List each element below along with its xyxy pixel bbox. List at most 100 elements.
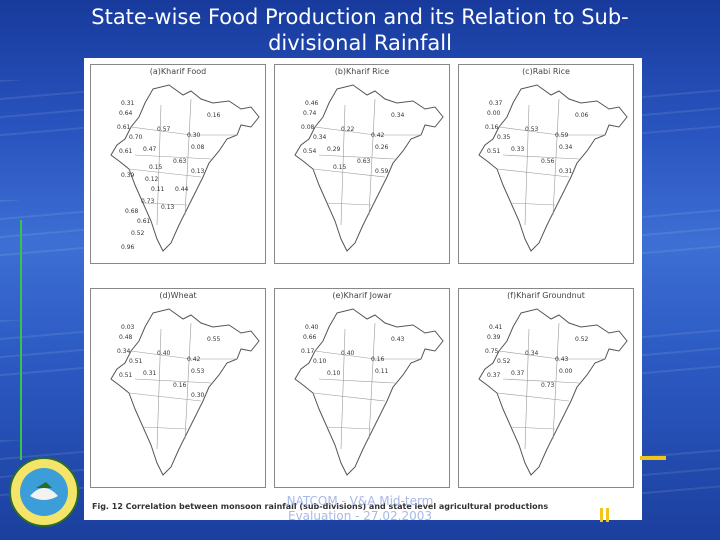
correlation-value: 0.00 bbox=[559, 368, 573, 375]
correlation-value: 0.56 bbox=[541, 158, 555, 165]
correlation-value: 0.43 bbox=[555, 356, 569, 363]
footer: NATCOM - V&A Mid-term Evaluation - 27.02… bbox=[240, 494, 480, 524]
correlation-value: 0.11 bbox=[375, 368, 389, 375]
figure-caption: Fig. 12 Correlation between monsoon rain… bbox=[92, 502, 549, 511]
correlation-value: 0.73 bbox=[541, 382, 555, 389]
panel-title: (c)Rabi Rice bbox=[522, 67, 570, 76]
correlation-value: 0.16 bbox=[485, 124, 499, 131]
correlation-value: 0.52 bbox=[575, 336, 589, 343]
map-panel: 0.37 0.00 0.06 0.16 0.53 0.35 0.59 0.33 0.34 0.51… bbox=[458, 64, 634, 264]
india-map-icon: 0.41 0.39 0.52 0.75 0.34 0.52 0.43 0.37 0.00 0.37… bbox=[478, 308, 628, 476]
slide-title: State-wise Food Production and its Relat… bbox=[91, 5, 629, 55]
correlation-value: 0.53 bbox=[191, 368, 205, 375]
panel-title: (a)Kharif Food bbox=[149, 67, 207, 76]
correlation-value: 0.51 bbox=[129, 358, 143, 365]
correlation-value: 0.40 bbox=[305, 324, 319, 331]
correlation-value: 0.40 bbox=[341, 350, 355, 357]
correlation-value: 0.34 bbox=[525, 350, 539, 357]
correlation-value: 0.52 bbox=[497, 358, 511, 365]
correlation-value: 0.51 bbox=[487, 148, 501, 155]
correlation-value: 0.68 bbox=[125, 208, 139, 215]
correlation-value: 0.15 bbox=[333, 164, 347, 171]
correlation-value: 0.51 bbox=[119, 372, 133, 379]
correlation-value: 0.63 bbox=[173, 158, 187, 165]
correlation-value: 0.55 bbox=[207, 336, 221, 343]
corner-mark-icon bbox=[600, 508, 609, 522]
correlation-value: 0.17 bbox=[301, 348, 315, 355]
correlation-value: 0.13 bbox=[191, 168, 205, 175]
correlation-value: 0.53 bbox=[525, 126, 539, 133]
india-map-icon: 0.03 0.48 0.55 0.34 0.40 0.51 0.42 0.31 0.53 0.51… bbox=[110, 308, 260, 476]
correlation-value: 0.11 bbox=[151, 186, 165, 193]
footer-line-1: NATCOM - V&A Mid-term bbox=[286, 494, 434, 508]
correlation-value: 0.74 bbox=[303, 110, 317, 117]
india-map-icon: 0.37 0.00 0.06 0.16 0.53 0.35 0.59 0.33 0.34 0.51… bbox=[478, 84, 628, 252]
panel-title: (f)Kharif Groundnut bbox=[507, 291, 585, 300]
india-map-icon: 0.31 0.64 0.16 0.61 0.57 0.70 0.30 0.47 0.08 0.61… bbox=[110, 84, 260, 252]
correlation-value: 0.61 bbox=[119, 148, 133, 155]
map-panel: 0.03 0.48 0.55 0.34 0.40 0.51 0.42 0.31 0.53 0.51… bbox=[90, 288, 266, 488]
map-panel: 0.41 0.39 0.52 0.75 0.34 0.52 0.43 0.37 0.00 0.37… bbox=[458, 288, 634, 488]
correlation-value: 0.64 bbox=[119, 110, 133, 117]
correlation-value: 0.59 bbox=[375, 168, 389, 175]
correlation-value: 0.35 bbox=[497, 134, 511, 141]
correlation-value: 0.37 bbox=[487, 372, 501, 379]
correlation-value: 0.16 bbox=[173, 382, 187, 389]
correlation-value: 0.31 bbox=[559, 168, 573, 175]
correlation-value: 0.00 bbox=[487, 110, 501, 117]
correlation-value: 0.66 bbox=[303, 334, 317, 341]
correlation-value: 0.96 bbox=[121, 244, 135, 251]
map-panel: 0.46 0.74 0.34 0.08 0.22 0.34 0.42 0.29 0.26 0.54… bbox=[274, 64, 450, 264]
correlation-value: 0.42 bbox=[187, 356, 201, 363]
correlation-value: 0.48 bbox=[119, 334, 133, 341]
correlation-value: 0.12 bbox=[145, 176, 159, 183]
correlation-value: 0.40 bbox=[157, 350, 171, 357]
correlation-value: 0.34 bbox=[117, 348, 131, 355]
correlation-value: 0.13 bbox=[161, 204, 175, 211]
correlation-value: 0.75 bbox=[485, 348, 499, 355]
map-panel: 0.40 0.66 0.43 0.17 0.40 0.10 0.16 0.10 0.11 (e)K… bbox=[274, 288, 450, 488]
correlation-value: 0.39 bbox=[487, 334, 501, 341]
correlation-value: 0.54 bbox=[303, 148, 317, 155]
correlation-value: 0.34 bbox=[559, 144, 573, 151]
natcom-logo-icon bbox=[9, 457, 79, 527]
correlation-figure: 0.31 0.64 0.16 0.61 0.57 0.70 0.30 0.47 0.08 0.61… bbox=[84, 58, 642, 520]
correlation-value: 0.15 bbox=[149, 164, 163, 171]
correlation-value: 0.46 bbox=[305, 100, 319, 107]
correlation-value: 0.43 bbox=[391, 336, 405, 343]
correlation-value: 0.44 bbox=[175, 186, 189, 193]
correlation-value: 0.03 bbox=[121, 324, 135, 331]
correlation-value: 0.31 bbox=[143, 370, 157, 377]
correlation-value: 0.37 bbox=[489, 100, 503, 107]
correlation-value: 0.31 bbox=[121, 100, 135, 107]
correlation-value: 0.61 bbox=[137, 218, 151, 225]
panel-title: (d)Wheat bbox=[159, 291, 197, 300]
panel-title: (e)Kharif Jowar bbox=[332, 291, 392, 300]
correlation-value: 0.06 bbox=[575, 112, 589, 119]
correlation-value: 0.08 bbox=[301, 124, 315, 131]
correlation-value: 0.30 bbox=[187, 132, 201, 139]
correlation-value: 0.73 bbox=[141, 198, 155, 205]
correlation-value: 0.70 bbox=[129, 134, 143, 141]
correlation-value: 0.41 bbox=[489, 324, 503, 331]
correlation-value: 0.47 bbox=[143, 146, 157, 153]
correlation-value: 0.16 bbox=[207, 112, 221, 119]
correlation-value: 0.42 bbox=[371, 132, 385, 139]
correlation-value: 0.29 bbox=[327, 146, 341, 153]
accent-line bbox=[20, 220, 22, 460]
correlation-value: 0.10 bbox=[313, 358, 327, 365]
correlation-value: 0.08 bbox=[191, 144, 205, 151]
correlation-value: 0.30 bbox=[191, 392, 205, 399]
correlation-value: 0.22 bbox=[341, 126, 355, 133]
accent-bar bbox=[640, 456, 666, 460]
correlation-value: 0.61 bbox=[117, 124, 131, 131]
correlation-value: 0.63 bbox=[357, 158, 371, 165]
correlation-value: 0.37 bbox=[511, 370, 525, 377]
india-map-icon: 0.40 0.66 0.43 0.17 0.40 0.10 0.16 0.10 0.11 bbox=[294, 308, 444, 476]
correlation-value: 0.39 bbox=[121, 172, 135, 179]
panel-title: (b)Kharif Rice bbox=[334, 67, 390, 76]
correlation-value: 0.33 bbox=[511, 146, 525, 153]
correlation-value: 0.57 bbox=[157, 126, 171, 133]
correlation-value: 0.59 bbox=[555, 132, 569, 139]
footer-line-2: Evaluation - 27.02.2003 bbox=[288, 509, 432, 523]
